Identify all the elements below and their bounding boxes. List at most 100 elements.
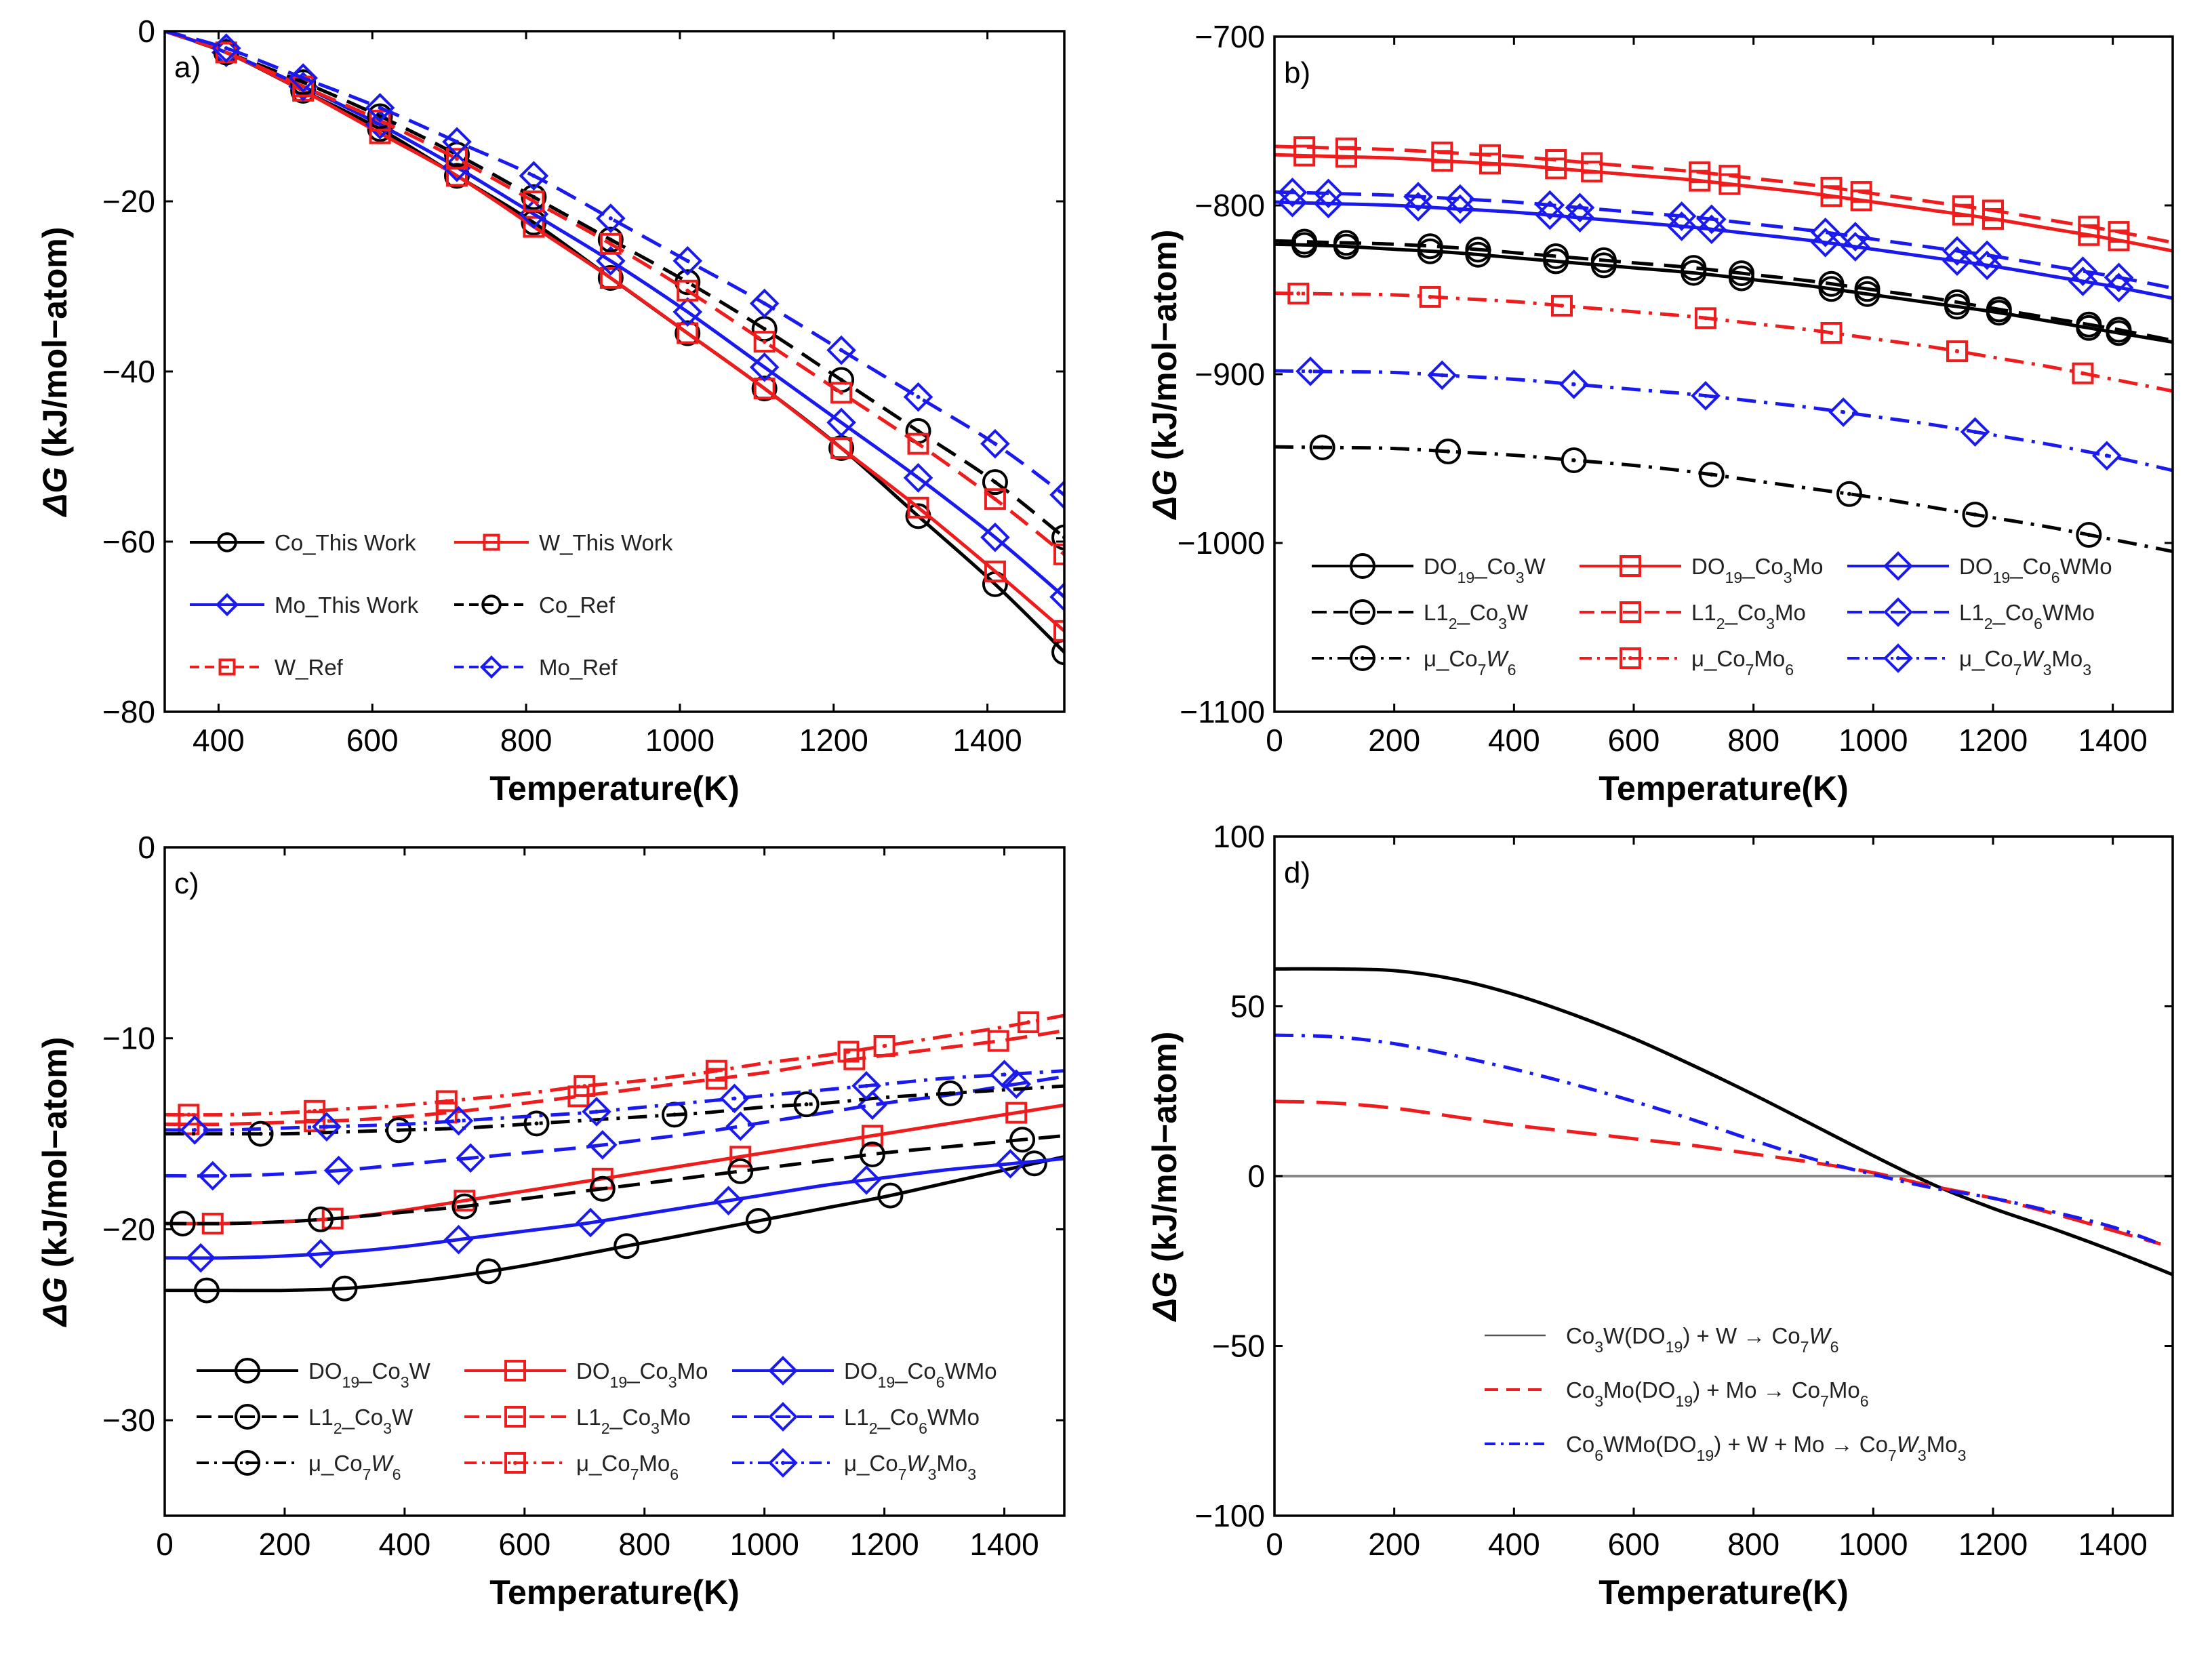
data-point-marker [587,1130,618,1160]
data-point-marker [830,437,853,459]
data-point-marker [2108,221,2130,243]
y-axis-title: ΔG (kJ/mol−atom) [1146,1032,1184,1323]
x-tick-label: 800 [1727,1527,1779,1562]
legend-item: L12_Co6WMo [732,1402,980,1437]
data-point-marker-dot [258,1131,263,1136]
data-point-marker-dot [1308,369,1312,374]
data-point-marker-dot [531,174,536,178]
x-tick-label: 200 [259,1527,311,1562]
data-point-marker-dot [2087,533,2091,538]
legend-label: μ_Co7W6 [1424,646,1516,679]
y-tick-label: −50 [1212,1329,1265,1364]
x-tick-label: 400 [193,723,245,758]
y-tick-label: −100 [1194,1498,1265,1533]
data-point-marker-dot [582,1084,587,1089]
data-point-marker [837,1041,860,1063]
x-tick-label: 1000 [645,723,715,758]
series-line-Mo_This Work [165,31,1064,599]
data-point-marker [1051,639,1064,666]
legend-swatch-marker [218,658,236,676]
x-tick-label: 600 [498,1527,550,1562]
data-point-marker [2068,256,2098,286]
data-point-marker [523,190,545,212]
plot-frame [1273,35,2174,713]
data-point-marker-dot [992,497,997,502]
x-tick-label: 1400 [969,1527,1039,1562]
data-point-marker-dot [378,114,382,119]
y-axis-title: ΔG (kJ/mol−atom) [1146,230,1184,521]
data-point-marker-dot [301,80,306,85]
y-tick-label: −1000 [1178,525,1265,561]
legend-item: DO19_Co6WMo [732,1356,997,1391]
data-point-marker [1543,243,1569,269]
legend-swatch-marker [504,1406,526,1428]
series-line-μ_Co7W3Mo3 [165,1069,1064,1132]
data-point-marker [989,1060,1020,1090]
legend-label: L12_Co3Mo [1691,600,1806,632]
data-point-marker-dot [714,1068,719,1073]
data-point-marker [984,560,1006,582]
data-point-marker [475,1258,502,1285]
legend-swatch-marker [1350,553,1375,579]
legend-swatch-marker [483,533,500,551]
data-point-marker [599,233,622,255]
data-point-marker [597,226,624,253]
series-line-μ_Co7W3Mo3 [1274,369,2173,472]
data-point-marker [247,1121,274,1147]
series-line-L12_Co3Mo [1274,144,2173,245]
data-point-marker [1944,289,1970,315]
legend-label: W_Ref [275,655,344,680]
data-point-marker [367,103,393,129]
data-point-marker [826,335,856,365]
data-point-marker [1850,181,1872,203]
data-point-marker-dot [1955,349,1959,354]
data-point-marker-dot [1704,316,1708,321]
data-point-marker-dot [882,1043,887,1048]
y-axis-title: ΔG (kJ/mol−atom) [36,227,74,518]
panel-a: 400 600 800 1000 1200 1400 0 −20 −40 −60 −80 Temper… [36,14,1066,807]
x-tick-label: 1200 [799,723,868,758]
legend-swatch-marker [504,1452,526,1474]
x-tick-label: 1000 [1838,723,1908,758]
data-point-marker-dot [186,1112,191,1117]
data-point-marker [312,1112,342,1142]
data-point-marker-dot [992,441,997,446]
x-tick-label: 200 [1368,1527,1420,1562]
data-point-marker [1952,195,1974,218]
legend-swatch-marker [768,1402,798,1432]
data-point-marker [1729,260,1754,287]
legend-item: Co_Ref [454,592,616,618]
data-point-marker [523,1110,550,1137]
panel-label: a) [174,51,201,84]
data-point-marker-dot [1709,472,1714,477]
legend-item: μ_Co7Mo6 [464,1451,679,1483]
data-point-marker [1581,152,1603,174]
legend-swatch-marker [215,592,239,617]
data-point-marker [859,1141,885,1167]
data-point-marker [576,1207,605,1238]
data-point-marker-dot [685,288,690,293]
x-tick-label: 1400 [2078,1527,2147,1562]
data-point-marker-dot [444,1099,449,1104]
data-point-marker-dot [193,1127,197,1132]
data-point-marker [843,1048,866,1070]
data-point-marker [1836,481,1862,507]
data-point-marker-dot [1320,445,1325,450]
legend-label: DO19_Co3W [308,1358,431,1391]
data-point-marker-dot [301,76,306,81]
plot-area [1274,967,2173,1276]
legend-label: DO19_Co3Mo [1691,554,1823,586]
data-point-marker-dot [762,301,767,306]
legend-item: DO19_Co3Mo [464,1358,708,1391]
legend-swatch-marker [235,1358,260,1384]
y-tick-label: −1100 [1180,694,1265,729]
data-point-marker [995,1148,1026,1179]
data-point-marker [1417,233,1443,260]
data-point-marker [980,428,1010,459]
x-tick-label: 0 [1266,723,1283,758]
data-point-marker [599,266,622,289]
data-point-marker-dot [594,1109,599,1114]
legend-label: μ_Co7Mo6 [1691,646,1794,679]
data-point-marker [443,1224,474,1255]
